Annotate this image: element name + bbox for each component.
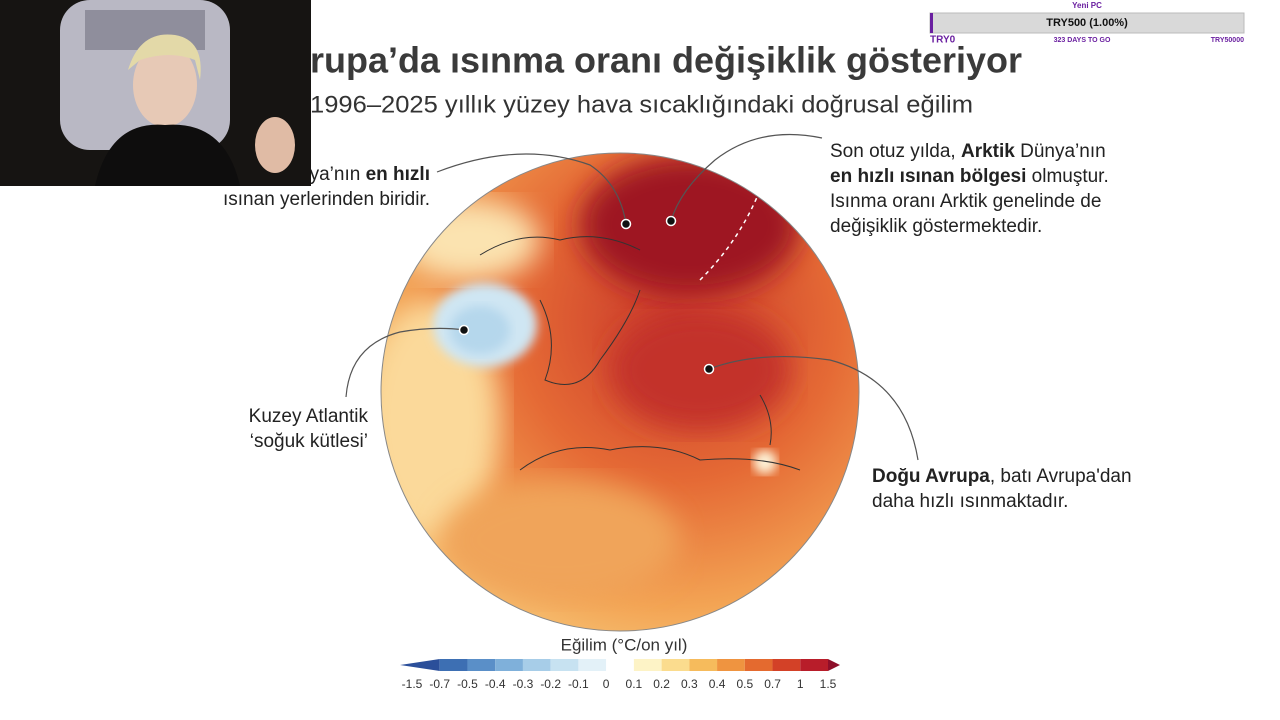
annotation-text: olmuştur. <box>1026 166 1108 187</box>
legend-swatch <box>467 659 496 671</box>
annotation-text: Doğu Avrupa <box>872 466 990 487</box>
annotation-line: daha hızlı ısınmaktadır. <box>872 491 1068 512</box>
legend-swatch <box>400 659 440 671</box>
legend-swatch <box>495 659 523 671</box>
legend-swatch <box>633 659 662 671</box>
annotation-line: ya’nın en hızlı <box>310 164 430 185</box>
annotation-text: ‘soğuk kütlesi’ <box>250 431 368 452</box>
annotation-text: Isınma oranı Arktik genelinde de <box>830 191 1101 212</box>
annotation-text: en hızlı <box>366 164 430 185</box>
legend-swatch <box>439 659 468 671</box>
legend-label: -0.3 <box>513 677 534 691</box>
progress-goal: TRY50000 <box>1211 37 1244 44</box>
annotation-line: ‘soğuk kütlesi’ <box>250 431 368 452</box>
widget-title: Yeni PC <box>1072 1 1102 10</box>
legend-swatch <box>661 659 690 671</box>
progress-start: TRY0 <box>930 35 956 46</box>
annotation-text: değişiklik göstermektedir. <box>830 216 1042 237</box>
legend-label: -0.5 <box>457 677 478 691</box>
legend-label: 0.2 <box>653 677 670 691</box>
annotation-text: Son otuz yılda, <box>830 141 961 162</box>
globe-map <box>380 152 860 632</box>
legend-label: -0.4 <box>485 677 506 691</box>
legend-swatch <box>606 659 634 671</box>
legend-swatch <box>717 659 745 671</box>
annotation-text: Kuzey Atlantik <box>249 406 369 427</box>
leader-lines <box>345 133 919 461</box>
annotation-text: Arktik <box>961 141 1015 162</box>
legend-swatch <box>744 659 773 671</box>
subtitle: 1996–2025 yıllık yüzey hava sıcaklığında… <box>310 91 973 118</box>
legend-label: -0.7 <box>429 677 450 691</box>
legend-label: 1.5 <box>820 677 837 691</box>
annotation-text: , batı Avrupa'dan <box>990 466 1132 487</box>
legend-swatch <box>828 659 840 671</box>
legend-swatch <box>689 659 718 671</box>
legend-swatch <box>550 659 579 671</box>
annotation-line: en hızlı ısınan bölgesi olmuştur. <box>830 166 1109 187</box>
annotation-line: değişiklik göstermektedir. <box>830 216 1042 237</box>
legend-swatch <box>772 659 801 671</box>
legend-swatch <box>522 659 551 671</box>
annotations: ya’nın en hızlı ısınan yerlerinden biridi… <box>223 141 1132 512</box>
legend-label: 1 <box>797 677 804 691</box>
webcam-overlay <box>0 0 311 186</box>
annotation-line: Isınma oranı Arktik genelinde de <box>830 191 1101 212</box>
legend-label: -1.5 <box>402 677 423 691</box>
donation-widget: Yeni PC TRY500 (1.00%) TRY0 323 DAYS TO … <box>929 1 1245 46</box>
progress-fill <box>930 13 933 33</box>
annotation-text: ya’nın <box>310 164 366 185</box>
annotation-line: Son otuz yılda, Arktik Dünya’nın <box>830 141 1106 162</box>
legend-title: Eğilim (°C/on yıl) <box>561 635 688 654</box>
annotation-text: ısınan yerlerinden biridir. <box>223 189 430 210</box>
annotation-text: en hızlı ısınan bölgesi <box>830 166 1026 187</box>
legend-swatch <box>578 659 607 671</box>
annotation-text: Dünya’nın <box>1015 141 1106 162</box>
legend-label: -0.2 <box>540 677 561 691</box>
legend-label: 0.7 <box>764 677 781 691</box>
legend: Eğilim (°C/on yıl) -1.5 -0.7 -0.5 -0.4 -0.3-… <box>400 635 840 691</box>
annotation-line: Doğu Avrupa, batı Avrupa'dan <box>872 466 1132 487</box>
legend-label: 0.3 <box>681 677 698 691</box>
map-points <box>458 215 715 375</box>
annotation-text: daha hızlı ısınmaktadır. <box>872 491 1068 512</box>
annotation-line: Kuzey Atlantik <box>249 406 369 427</box>
annotation-line: ısınan yerlerinden biridir. <box>223 189 430 210</box>
legend-label: -0.1 <box>568 677 589 691</box>
days-left: 323 DAYS TO GO <box>1054 37 1111 44</box>
legend-label: 0.4 <box>709 677 726 691</box>
legend-label: 0 <box>603 677 610 691</box>
progress-text: TRY500 (1.00%) <box>1046 17 1128 29</box>
legend-label: 0.1 <box>626 677 643 691</box>
title: rupa’da ısınma oranı değişiklik gösteriy… <box>310 40 1022 81</box>
legend-swatch <box>800 659 828 671</box>
legend-label: 0.5 <box>736 677 753 691</box>
